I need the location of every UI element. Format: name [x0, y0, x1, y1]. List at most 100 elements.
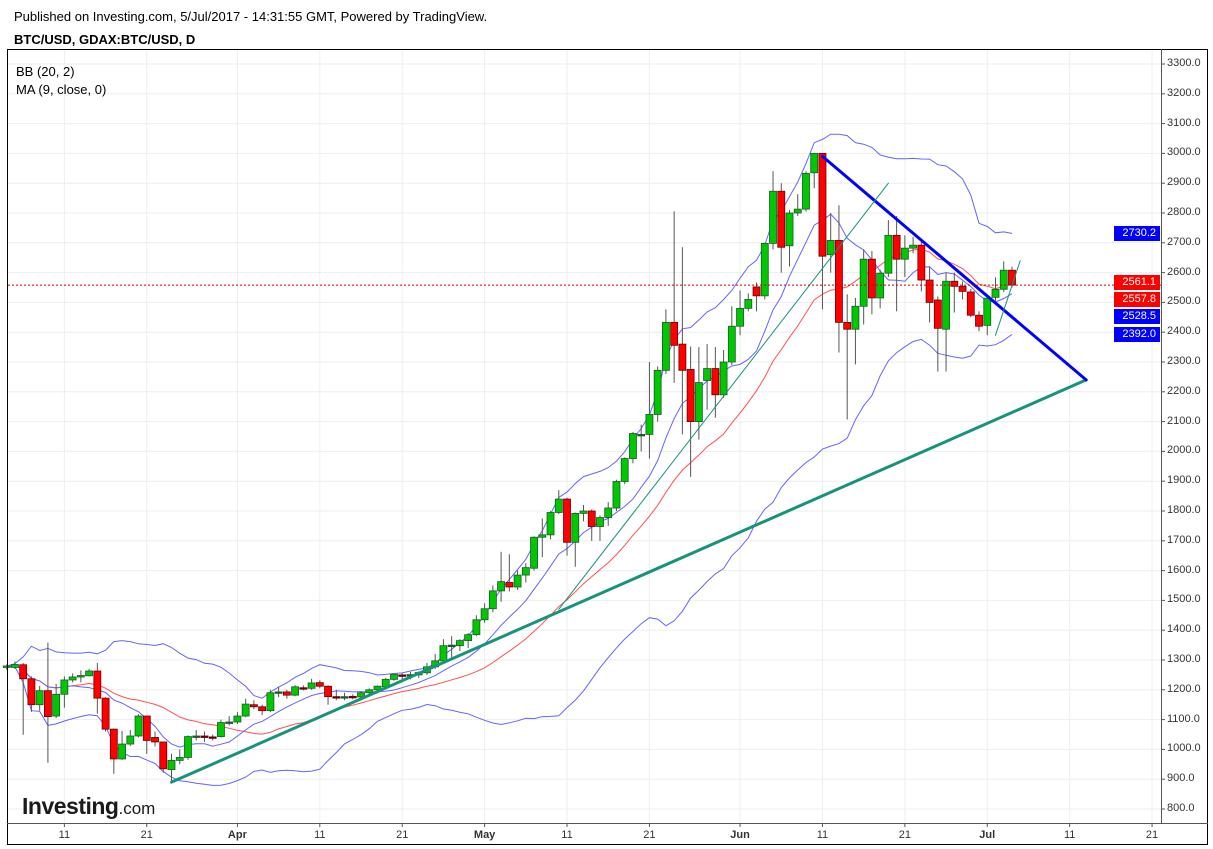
candle-body-up: [357, 692, 365, 698]
candle: [19, 662, 28, 735]
candle-body-up: [769, 190, 777, 244]
legend-ma[interactable]: MA (9, close, 0): [16, 82, 107, 97]
candle-body-up: [579, 510, 588, 514]
x-tick-label: 21: [898, 829, 911, 841]
y-tick-label: 1400.0: [1167, 623, 1201, 636]
candle-body-down: [752, 286, 761, 297]
candle: [118, 730, 126, 760]
candle-body-down: [101, 697, 110, 730]
candle: [645, 362, 654, 459]
candle-body-up: [68, 676, 77, 681]
candle: [447, 636, 456, 660]
candle: [192, 730, 201, 741]
candle-body-up: [604, 507, 613, 518]
candle: [60, 676, 69, 708]
candle-body-down: [505, 582, 514, 588]
candle-body-down: [258, 706, 267, 712]
candle-body-up: [645, 414, 654, 435]
candle-body-up: [851, 305, 860, 330]
candle-body-up: [35, 690, 44, 706]
candle: [785, 210, 794, 267]
price-label: 2528.5: [1114, 308, 1160, 324]
candle-body-up: [488, 590, 497, 610]
candle: [999, 261, 1008, 292]
candle: [579, 505, 588, 522]
y-tick-label: 2100.0: [1167, 414, 1201, 427]
candle-body-up: [175, 757, 184, 761]
candle: [530, 536, 538, 571]
candle: [167, 753, 176, 783]
candle-body-down: [670, 321, 679, 346]
candle-body-up: [373, 685, 382, 691]
candle: [505, 554, 514, 592]
candle-body-up: [340, 696, 349, 699]
candle: [983, 294, 992, 336]
candle-body-up: [629, 433, 637, 459]
candles: [2, 152, 1016, 783]
candle: [332, 689, 341, 701]
candle-body-up: [439, 645, 448, 662]
candle-body-down: [27, 678, 36, 706]
candle-body-up: [11, 664, 19, 668]
candle: [455, 639, 464, 652]
candle-body-up: [727, 325, 736, 363]
candle-body-up: [983, 297, 992, 326]
price-label: 2557.8: [1114, 291, 1160, 307]
candle-body-up: [480, 608, 489, 621]
candle-body-up: [991, 288, 1000, 298]
candle-body-down: [777, 190, 786, 248]
x-tick-label: 11: [561, 829, 573, 841]
candle-body-up: [167, 760, 176, 771]
candle: [884, 220, 893, 278]
candle: [818, 152, 827, 310]
candle: [966, 288, 975, 318]
candle-body-down: [917, 244, 926, 281]
candle: [546, 511, 555, 540]
candle: [925, 266, 934, 323]
candle: [175, 749, 184, 765]
candle: [200, 731, 209, 742]
candle-body-up: [612, 481, 621, 509]
candle: [472, 615, 481, 637]
candle-body-down: [933, 299, 942, 329]
candle-body-up: [719, 361, 728, 396]
candle: [274, 686, 283, 698]
candle-body-up: [225, 721, 234, 724]
y-tick-label: 2000.0: [1167, 444, 1201, 457]
indicator-lines: [6, 133, 1013, 786]
y-tick-label: 1200.0: [1167, 682, 1201, 695]
logo-suffix: .com: [118, 799, 156, 818]
candle: [670, 211, 679, 383]
candle: [826, 213, 835, 273]
y-tick-label: 1800.0: [1167, 504, 1201, 516]
x-tick-label: 11: [58, 829, 71, 841]
candle-body-up: [472, 619, 481, 636]
price-label: 2730.2: [1114, 226, 1160, 242]
candle: [2, 664, 11, 670]
ma9-line: [6, 213, 1013, 748]
candle: [596, 515, 604, 541]
candle: [340, 692, 349, 701]
candle-body-up: [274, 691, 283, 694]
candle: [109, 728, 118, 774]
legend-bb[interactable]: BB (20, 2): [16, 64, 75, 79]
candle: [662, 309, 670, 374]
candle-body-up: [810, 152, 819, 174]
y-tick-label: 2700.0: [1167, 235, 1201, 248]
candle: [126, 730, 135, 746]
candle: [703, 344, 711, 410]
trendline: [558, 182, 889, 610]
candle-body-up: [521, 567, 530, 576]
x-tick-label: 21: [140, 829, 153, 841]
candle-body-up: [464, 634, 473, 642]
candle: [513, 570, 522, 590]
candle-body-up: [530, 536, 538, 569]
x-tick-label: 11: [314, 829, 326, 841]
candle: [142, 715, 151, 754]
candle: [835, 205, 843, 353]
y-tick-label: 1300.0: [1167, 653, 1201, 665]
candle-body-up: [859, 258, 868, 307]
candle-body-up: [538, 534, 547, 538]
candle: [225, 716, 234, 726]
